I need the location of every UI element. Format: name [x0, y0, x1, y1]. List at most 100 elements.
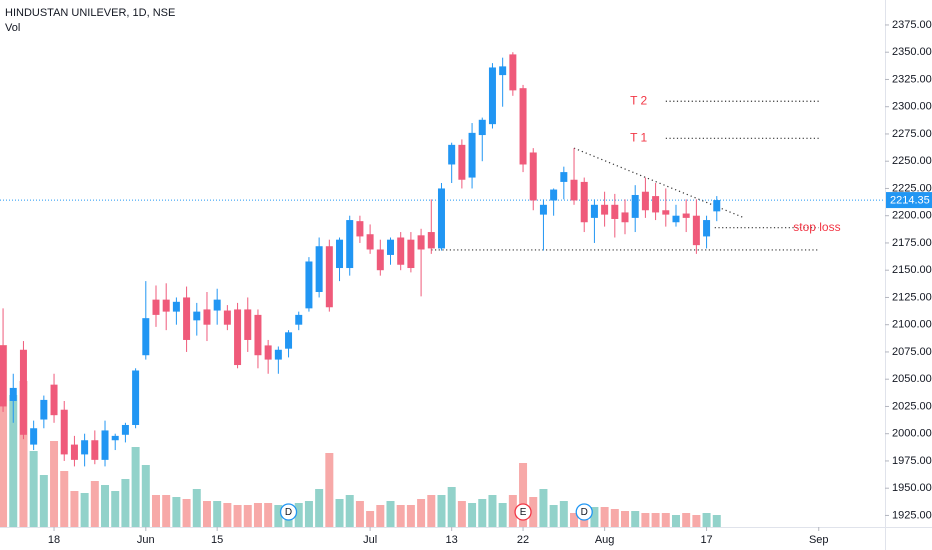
volume-bar — [478, 499, 487, 527]
chart-title: HINDUSTAN UNILEVER, 1D, NSE — [5, 7, 175, 19]
volume-bar — [345, 495, 354, 527]
candle-body — [254, 314, 262, 356]
candle-body — [142, 318, 150, 356]
candle-body — [468, 132, 476, 178]
candle-body — [601, 204, 609, 215]
volume-bar — [294, 503, 303, 527]
volume-bar — [692, 515, 701, 527]
volume-bar — [427, 495, 436, 527]
volume-bar — [19, 381, 28, 527]
volume-bar — [386, 501, 395, 527]
volume-bar — [366, 511, 375, 527]
x-tick-label: Jul — [363, 534, 377, 546]
candle-body — [295, 314, 303, 325]
volume-bar — [274, 505, 283, 527]
candle-body — [91, 440, 99, 460]
volume-bar — [253, 503, 262, 527]
candle-body — [234, 309, 242, 366]
candle-body — [631, 194, 639, 218]
candle-body — [60, 409, 68, 455]
y-tick-label: 2325.00 — [892, 73, 932, 85]
candle-body — [611, 204, 619, 219]
candle-body — [172, 301, 180, 312]
event-label: E — [520, 507, 527, 518]
volume-bar — [437, 495, 446, 527]
candle-body — [162, 299, 170, 312]
y-tick-label: 2075.00 — [892, 346, 932, 358]
candle-body — [70, 444, 78, 460]
candle-body — [692, 215, 700, 246]
volume-bar — [651, 513, 660, 527]
candle-body — [223, 310, 231, 325]
volume-bar — [192, 489, 201, 527]
candle-body — [213, 299, 221, 311]
volume-bar — [111, 491, 120, 527]
x-tick-label: 22 — [517, 534, 529, 546]
candle-body — [478, 119, 486, 136]
volume-bar — [519, 463, 528, 527]
volume-bar — [396, 505, 405, 527]
volume-bar — [335, 499, 344, 527]
event-marker — [279, 503, 298, 521]
candle-body — [682, 213, 690, 218]
x-tick-label: Jun — [137, 534, 155, 546]
volume-bar — [631, 511, 640, 527]
candle-body — [672, 215, 680, 223]
volume-bar — [182, 499, 191, 527]
volume-bar — [0, 345, 8, 527]
candle-body — [560, 172, 568, 182]
volume-bar — [600, 507, 609, 527]
volume-bar — [641, 513, 650, 527]
volume-bar — [671, 515, 680, 527]
candle-body — [703, 220, 711, 237]
volume-bar — [508, 495, 517, 527]
candle-body — [121, 424, 129, 435]
volume-bar — [590, 507, 599, 527]
candle-body — [397, 237, 405, 265]
volume-bar — [213, 501, 222, 527]
candle-body — [437, 188, 445, 249]
candle-body — [325, 246, 333, 308]
y-tick-label: 1975.00 — [892, 455, 932, 467]
candle-body — [713, 200, 721, 212]
volume-bar — [457, 501, 466, 527]
candle-body — [662, 210, 670, 215]
volume-bar — [29, 451, 38, 527]
x-tick-label: Aug — [595, 534, 615, 546]
candle-body — [336, 239, 344, 269]
candle-body — [652, 196, 660, 213]
event-label: D — [581, 507, 588, 518]
y-tick-label: 2125.00 — [892, 291, 932, 303]
volume-bar — [131, 447, 140, 527]
volume-bar — [101, 485, 110, 527]
candle-body — [0, 345, 7, 407]
candle-body — [488, 67, 496, 125]
volume-bar — [202, 501, 211, 527]
volume-bar — [488, 495, 497, 527]
x-tick-label: 17 — [700, 534, 712, 546]
volume-bar — [233, 505, 242, 527]
price-tag — [886, 192, 932, 209]
candle-body — [580, 181, 588, 223]
level-label: T 2 — [630, 93, 647, 107]
candle-body — [550, 189, 558, 201]
y-tick-label: 2025.00 — [892, 400, 932, 412]
candle-body — [40, 399, 48, 420]
volume-bar — [570, 513, 579, 527]
candle-body — [590, 204, 598, 218]
x-tick-label: Sep — [809, 534, 829, 546]
volume-bar — [172, 497, 181, 527]
price-tag-label: 2214.35 — [890, 194, 930, 206]
candle-body — [30, 428, 38, 445]
volume-bar — [549, 505, 558, 527]
event-label: D — [285, 507, 292, 518]
volume-bar — [355, 501, 364, 527]
candle-body — [81, 440, 89, 455]
y-tick-label: 2375.00 — [892, 19, 932, 31]
candle-body — [407, 239, 415, 269]
volume-bar — [70, 491, 79, 527]
volume-bar — [50, 441, 59, 527]
y-tick-label: 2150.00 — [892, 264, 932, 276]
candle-body — [387, 239, 395, 255]
